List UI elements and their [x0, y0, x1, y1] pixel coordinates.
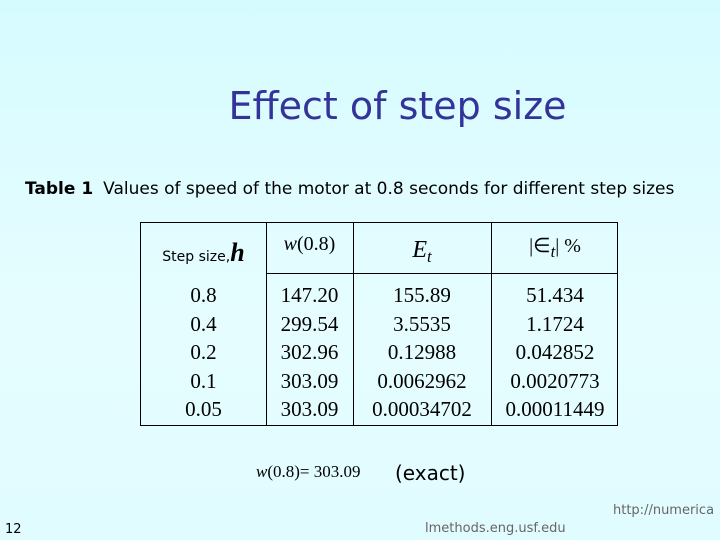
- table-cell: 303.09: [280, 397, 339, 421]
- table-cell: 0.12988: [387, 340, 457, 364]
- exact-note: (exact): [395, 461, 466, 485]
- exact-symbol: w: [256, 462, 268, 481]
- header-symbol: h: [230, 238, 245, 267]
- header-symbol: E: [412, 237, 428, 263]
- header-text: | %: [555, 235, 581, 257]
- table-cell: 0.0020773: [510, 368, 600, 393]
- footer-url: http://numerica: [613, 503, 715, 518]
- table-cell: 0.00011449: [505, 397, 605, 421]
- table-cell: 51.434: [526, 283, 584, 307]
- table-cell: 0.05: [185, 397, 222, 421]
- header-sub: t: [427, 247, 432, 266]
- table-cell: 299.54: [280, 311, 339, 336]
- table: Step size,h w(0.8) Et |∈t| % 0.8 147.20 15…: [140, 222, 618, 426]
- table-cell: 0.1: [190, 368, 217, 393]
- caption: Table 1 Values of speed of the motor at 0…: [25, 179, 674, 199]
- header-text: Step size,: [162, 249, 231, 265]
- footer-url: lmethods.eng.usf.edu: [425, 521, 566, 536]
- title: Effect of step size: [228, 84, 567, 128]
- table-cell: 303.09: [280, 368, 339, 393]
- header-text: |∈: [529, 235, 551, 257]
- header-cell: Step size,h: [141, 238, 266, 268]
- header-text: (0.8): [297, 233, 336, 255]
- header-cell: w(0.8): [266, 233, 353, 256]
- header-cell: Et: [353, 237, 491, 267]
- table-cell: 3.5535: [393, 311, 451, 336]
- table-cell: 0.2: [190, 340, 217, 364]
- page-number: 12: [5, 522, 22, 537]
- column-border: [491, 223, 492, 425]
- exact-value: (0.8)= 303.09: [267, 462, 361, 481]
- table-cell: 1.1724: [526, 311, 584, 336]
- header-sub: t: [550, 242, 556, 261]
- header-border: [266, 273, 617, 274]
- caption-label: Table 1: [25, 179, 94, 199]
- column-border: [266, 223, 267, 425]
- table-cell: 0.4: [190, 311, 217, 336]
- table-cell: 0.042852: [515, 340, 595, 364]
- column-border: [353, 223, 354, 425]
- table-cell: 0.8: [190, 283, 217, 307]
- exact-formula: w(0.8)= 303.09: [256, 462, 361, 482]
- caption-text: Values of speed of the motor at 0.8 seco…: [103, 179, 675, 199]
- header-cell: |∈t| %: [491, 233, 619, 262]
- header-symbol: w: [283, 233, 297, 255]
- table-cell: 302.96: [280, 340, 339, 364]
- table-cell: 155.89: [393, 283, 451, 307]
- table-cell: 147.20: [280, 283, 339, 307]
- table-cell: 0.00034702: [372, 397, 472, 421]
- table-cell: 0.0062962: [377, 368, 467, 393]
